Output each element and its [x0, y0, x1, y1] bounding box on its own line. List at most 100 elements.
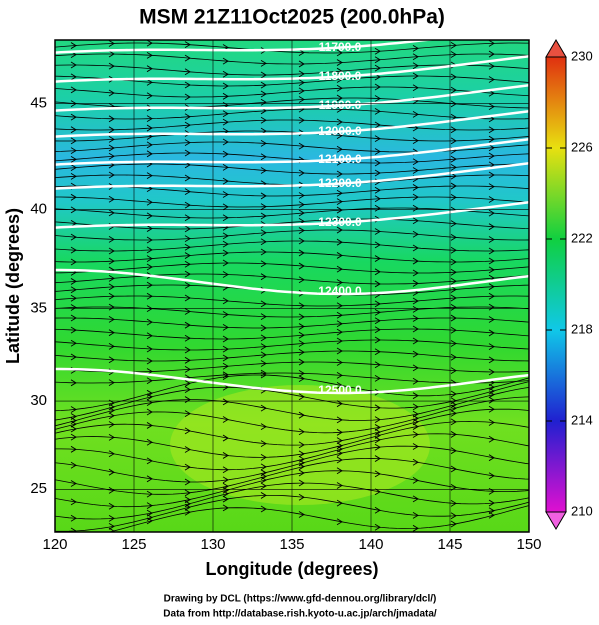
streamline	[55, 495, 529, 532]
stream-arrow	[260, 482, 267, 490]
stream-arrow	[412, 305, 419, 313]
stream-arrow	[108, 126, 115, 134]
stream-arrow	[260, 324, 267, 332]
stream-arrow	[70, 514, 77, 522]
streamline	[55, 317, 529, 329]
stream-arrow	[298, 331, 305, 339]
stream-arrow	[336, 265, 343, 273]
streamline	[55, 457, 529, 495]
stream-arrow	[108, 209, 115, 217]
stream-arrow	[298, 358, 305, 366]
stream-arrow	[374, 255, 381, 262]
stream-arrow	[374, 404, 381, 412]
stream-arrow	[412, 84, 419, 92]
stream-arrow	[450, 100, 457, 108]
colorbar-extend-bottom	[545, 511, 567, 530]
stream-arrow	[412, 158, 419, 166]
stream-arrow	[450, 258, 457, 266]
stream-arrow	[412, 418, 419, 426]
x-tick-label: 140	[358, 536, 383, 553]
colorbar-tick-label: 226	[571, 139, 593, 154]
streamline	[55, 262, 529, 274]
stream-arrow	[336, 416, 343, 424]
stream-arrow	[374, 186, 381, 194]
streamline	[55, 130, 529, 142]
stream-arrow	[146, 345, 153, 353]
stream-arrow	[412, 325, 419, 333]
stream-arrow	[70, 480, 77, 487]
stream-arrow	[184, 54, 191, 62]
stream-arrow	[298, 79, 305, 86]
stream-arrow	[298, 96, 305, 103]
stream-arrow	[412, 111, 419, 118]
streamline	[55, 408, 529, 446]
stream-arrow	[146, 318, 153, 326]
stream-arrow	[336, 482, 343, 489]
stream-arrow	[412, 415, 419, 422]
stream-arrow	[184, 214, 191, 222]
stream-arrow	[260, 351, 267, 359]
stream-arrow	[260, 212, 267, 220]
stream-arrow	[71, 537, 76, 543]
stream-arrow	[108, 303, 115, 311]
stream-arrow	[70, 417, 77, 425]
stream-arrow	[184, 188, 191, 196]
stream-arrow	[450, 418, 457, 426]
stream-arrow	[412, 62, 419, 70]
stream-arrow	[488, 247, 495, 255]
stream-arrow	[260, 90, 267, 98]
stream-arrow	[184, 321, 191, 329]
stream-arrow	[70, 42, 77, 49]
stream-arrow	[70, 73, 77, 81]
stream-arrow	[184, 334, 191, 342]
stream-arrow	[412, 297, 419, 305]
stream-arrow	[374, 169, 381, 177]
stream-arrow	[222, 70, 229, 78]
stream-arrow	[336, 59, 343, 66]
stream-arrow	[108, 62, 115, 70]
stream-arrow	[336, 132, 343, 139]
stream-arrow	[298, 237, 305, 245]
stream-arrow	[412, 257, 419, 265]
stream-arrow	[336, 467, 343, 475]
stream-arrow	[450, 268, 457, 276]
stream-arrow	[222, 138, 229, 146]
stream-arrow	[336, 400, 343, 408]
stream-arrow	[488, 223, 495, 231]
stream-arrow	[184, 235, 191, 242]
stream-arrow	[488, 50, 495, 58]
colorbar-extend-top	[545, 39, 567, 58]
stream-arrow	[108, 283, 115, 291]
stream-arrow	[260, 71, 267, 79]
stream-arrow	[108, 468, 115, 476]
stream-arrow	[412, 458, 419, 466]
stream-arrow	[108, 407, 115, 414]
streamline	[55, 218, 529, 230]
stream-arrow	[374, 424, 381, 431]
stream-arrow	[488, 303, 495, 311]
stream-arrow	[412, 204, 419, 212]
stream-arrow	[184, 270, 191, 278]
stream-arrow	[184, 68, 191, 76]
stream-arrow	[412, 350, 419, 358]
stream-arrow	[298, 302, 305, 310]
stream-arrow	[298, 201, 305, 209]
stream-arrow	[298, 323, 305, 330]
stream-arrow	[336, 337, 343, 345]
stream-arrow	[260, 440, 267, 448]
stream-arrow	[108, 171, 115, 179]
stream-arrow	[336, 428, 343, 436]
stream-arrow	[450, 164, 457, 171]
stream-arrow	[146, 236, 153, 244]
stream-arrow	[450, 294, 457, 302]
stream-arrow	[222, 373, 229, 381]
stream-arrow	[450, 126, 457, 134]
stream-arrow	[70, 406, 77, 413]
stream-arrow	[412, 495, 419, 503]
stream-arrow	[412, 431, 419, 438]
credit: Data from http://database.rish.kyoto-u.a…	[163, 609, 437, 620]
stream-arrow	[108, 89, 115, 97]
y-tick-label: 25	[30, 480, 47, 497]
stream-arrow	[146, 457, 153, 465]
contour-line	[55, 84, 529, 112]
